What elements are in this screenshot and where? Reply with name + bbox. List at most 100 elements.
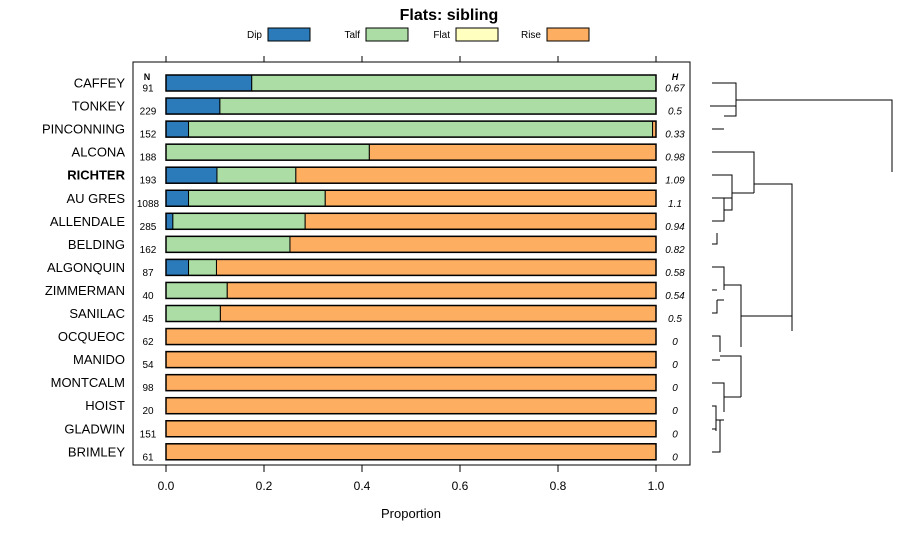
row-label: ZIMMERMAN bbox=[45, 283, 125, 298]
legend-label-rise: Rise bbox=[521, 30, 541, 41]
row-montcalm: MONTCALM 98 0 bbox=[51, 373, 678, 394]
x-tick-label: 0.2 bbox=[256, 479, 273, 493]
row-label: GLADWIN bbox=[64, 421, 125, 436]
dendrogram-branch bbox=[741, 226, 793, 317]
bar-segment-rise bbox=[368, 143, 657, 161]
n-value: 45 bbox=[142, 314, 154, 325]
row-label: ALGONQUIN bbox=[47, 260, 125, 275]
row-label: AU GRES bbox=[66, 191, 125, 206]
bar-outline bbox=[165, 373, 657, 392]
legend: Dip Talf Flat Rise bbox=[247, 27, 590, 42]
n-value: 20 bbox=[142, 406, 154, 417]
h-value: 0 bbox=[672, 383, 678, 394]
bar-segment-dip bbox=[165, 74, 253, 92]
dendrogram-branch bbox=[724, 187, 754, 211]
dendrogram-branch bbox=[712, 198, 725, 222]
bar-outline bbox=[165, 420, 657, 438]
row-label: BELDING bbox=[68, 237, 125, 252]
n-value: 162 bbox=[140, 245, 157, 256]
bar-segment-dip bbox=[165, 258, 190, 276]
bar-outline bbox=[165, 281, 657, 300]
bar-segment-rise bbox=[165, 328, 657, 346]
bar-segment-rise bbox=[289, 235, 657, 253]
bar-segment-talf bbox=[216, 166, 297, 184]
row-gladwin: GLADWIN 151 0 bbox=[64, 420, 678, 440]
h-value: 0 bbox=[672, 360, 678, 371]
bar-segment-talf bbox=[172, 212, 306, 230]
row-label: RICHTER bbox=[67, 168, 125, 183]
x-axis-title: Proportion bbox=[381, 506, 441, 521]
h-value: 0 bbox=[672, 452, 678, 463]
n-value: 54 bbox=[142, 360, 154, 371]
h-value: 0.82 bbox=[665, 245, 685, 256]
bar-segment-rise bbox=[215, 258, 657, 276]
n-value: 151 bbox=[140, 429, 157, 440]
axes: 0.0 0.2 0.4 0.6 0.8 1.0 bbox=[158, 56, 665, 493]
dendrogram-branch bbox=[712, 266, 725, 314]
row-belding: BELDING 162 0.82 bbox=[68, 235, 685, 256]
row-ocqueoc: OCQUEOC 62 0 bbox=[58, 327, 678, 348]
row-richter: RICHTER 193 1.09 bbox=[67, 166, 685, 187]
bar-outline bbox=[165, 97, 657, 115]
bar-outline bbox=[165, 350, 657, 369]
row-label: MANIDO bbox=[73, 352, 125, 367]
n-value: 98 bbox=[142, 383, 154, 394]
n-value: 62 bbox=[142, 337, 154, 348]
n-value: 285 bbox=[140, 222, 157, 233]
n-value: 1088 bbox=[137, 199, 160, 210]
x-tick-label: 1.0 bbox=[648, 479, 665, 493]
h-column-header: H bbox=[672, 72, 679, 82]
bar-rows: CAFFEY 91 0.67 TONKEY 229 0.5 PINCONNING 152 0.3… bbox=[42, 74, 685, 463]
h-value: 0.33 bbox=[665, 130, 685, 141]
row-allendale: ALLENDALE 285 0.94 bbox=[50, 212, 685, 233]
row-label: ALCONA bbox=[72, 145, 126, 160]
bar-segment-rise bbox=[226, 281, 657, 299]
row-label: ALLENDALE bbox=[50, 214, 125, 229]
n-value: 87 bbox=[142, 268, 154, 279]
legend-label-talf: Talf bbox=[344, 30, 360, 41]
legend-label-dip: Dip bbox=[247, 30, 262, 41]
bar-outline bbox=[165, 120, 657, 138]
row-zimmerman: ZIMMERMAN 40 0.54 bbox=[45, 281, 685, 302]
dendrogram bbox=[710, 82, 893, 453]
row-algonquin: ALGONQUIN 87 0.58 bbox=[47, 258, 685, 279]
h-value: 0.58 bbox=[665, 268, 685, 279]
dendrogram-branch bbox=[712, 335, 721, 361]
row-pinconning: PINCONNING 152 0.33 bbox=[42, 120, 685, 141]
legend-label-flat: Flat bbox=[433, 30, 450, 41]
x-tick-label: 0.8 bbox=[550, 479, 567, 493]
bar-segment-rise bbox=[165, 420, 657, 438]
bar-segment-talf bbox=[165, 281, 228, 299]
n-value: 229 bbox=[140, 107, 157, 118]
dendrogram-branch bbox=[712, 220, 718, 245]
bar-segment-talf bbox=[188, 258, 217, 276]
row-label: CAFFEY bbox=[74, 76, 126, 91]
bar-outline bbox=[165, 74, 657, 92]
bar-segment-talf bbox=[188, 120, 654, 138]
bar-segment-talf bbox=[165, 235, 291, 253]
bar-segment-rise bbox=[295, 166, 657, 184]
n-value: 188 bbox=[140, 153, 157, 164]
row-alcona: ALCONA 188 0.98 bbox=[72, 143, 685, 164]
bar-segment-dip bbox=[165, 212, 174, 230]
bar-segment-talf bbox=[188, 189, 326, 207]
dendrogram-branch bbox=[736, 99, 893, 172]
row-hoist: HOIST 20 0 bbox=[85, 396, 678, 417]
h-value: 0 bbox=[672, 429, 678, 440]
row-manido: MANIDO 54 0 bbox=[73, 350, 678, 371]
row-label: MONTCALM bbox=[51, 375, 125, 390]
bar-segment-dip bbox=[165, 166, 218, 184]
h-value: 0.94 bbox=[665, 222, 685, 233]
dendrogram-branch bbox=[720, 355, 742, 398]
row-sanilac: SANILAC 45 0.5 bbox=[69, 304, 682, 325]
dendrogram-branch bbox=[712, 174, 733, 199]
bar-outline bbox=[165, 304, 657, 323]
bar-segment-dip bbox=[165, 120, 190, 138]
bar-segment-dip bbox=[165, 189, 190, 207]
row-label: BRIMLEY bbox=[68, 444, 125, 459]
legend-swatch-rise bbox=[546, 27, 590, 42]
dendrogram-branch bbox=[754, 183, 793, 226]
n-value: 91 bbox=[142, 84, 154, 95]
h-value: 0.67 bbox=[665, 84, 685, 95]
